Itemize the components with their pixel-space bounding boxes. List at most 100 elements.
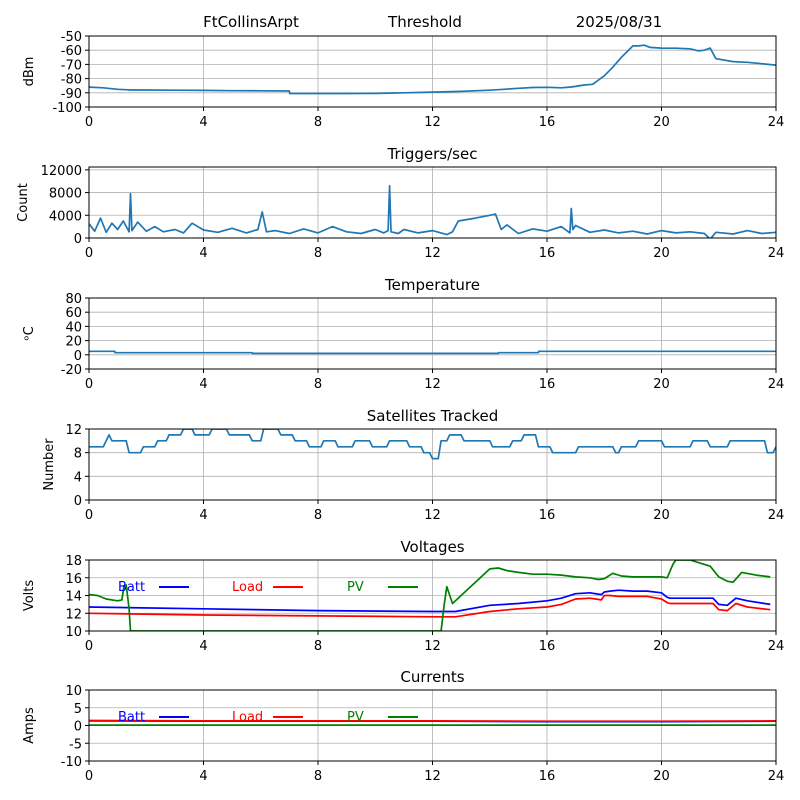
x-tick-label: 8 (314, 115, 322, 130)
x-tick-label: 12 (424, 377, 441, 392)
y-tick-label: 4000 (49, 209, 82, 224)
chart-title: Currents (400, 668, 464, 686)
y-tick-label: 18 (65, 554, 82, 569)
x-tick-label: 4 (199, 639, 207, 654)
y-tick-label: 0 (74, 349, 82, 364)
chart-title: Voltages (400, 538, 464, 556)
x-tick-label: 20 (653, 769, 670, 784)
y-tick-label: -10 (61, 755, 82, 770)
y-axis-label: Volts (22, 580, 37, 612)
x-tick-label: 8 (314, 508, 322, 523)
y-tick-label: 12 (65, 423, 82, 438)
series-group (89, 429, 776, 460)
x-tick-label: 12 (424, 769, 441, 784)
x-tick-label: 0 (85, 639, 93, 654)
chart-panel-4: 0 4 8 12 16 20 24 10 12 14 16 18 Voltages Volts Batt Lo… (22, 538, 784, 654)
y-tick-label: 5 (74, 702, 82, 717)
x-tick-label: 12 (424, 639, 441, 654)
chart-title: Temperature (384, 276, 480, 294)
series-line-0 (89, 44, 776, 95)
series-group (89, 350, 776, 355)
legend-label-load: Load (232, 710, 263, 725)
series-line-pv (89, 560, 771, 631)
x-tick-label: 12 (424, 115, 441, 130)
y-tick-label: 8 (74, 447, 82, 462)
legend-label-batt: Batt (118, 580, 145, 595)
x-tick-label: 24 (768, 115, 785, 130)
x-tick-label: 20 (653, 639, 670, 654)
y-tick-label: -60 (61, 44, 82, 59)
y-tick-label: 4 (74, 470, 82, 485)
y-tick-label: 0 (74, 494, 82, 509)
x-tick-label: 20 (653, 246, 670, 261)
x-tick-label: 16 (539, 769, 556, 784)
x-tick-label: 20 (653, 377, 670, 392)
legend-label-batt: Batt (118, 710, 145, 725)
x-tick-label: 4 (199, 377, 207, 392)
x-tick-label: 20 (653, 115, 670, 130)
x-tick-label: 0 (85, 508, 93, 523)
y-tick-label: 0 (74, 232, 82, 247)
x-tick-label: 24 (768, 508, 785, 523)
legend-label-load: Load (232, 580, 263, 595)
y-axis-label: Count (16, 183, 31, 222)
chart-title: Triggers/sec (387, 145, 478, 163)
y-axis-label: dBm (22, 57, 37, 87)
y-tick-label: 14 (65, 590, 82, 605)
y-tick-label: 10 (65, 684, 82, 699)
y-tick-label: 12 (65, 607, 82, 622)
x-tick-label: 20 (653, 508, 670, 523)
y-axis-label: Number (42, 438, 57, 491)
y-tick-label: -5 (69, 737, 82, 752)
x-tick-label: 4 (199, 115, 207, 130)
series-line-0 (89, 184, 776, 238)
y-axis-label: Amps (22, 707, 37, 744)
y-tick-label: 20 (65, 335, 82, 350)
series-group (89, 560, 771, 631)
chart-panel-3: 0 4 8 12 16 20 24 0 4 8 12 Satellites Tracked Number (42, 407, 784, 523)
y-tick-label: -100 (52, 101, 82, 116)
series-line-load (89, 594, 771, 618)
series-line-load (89, 719, 776, 723)
x-tick-label: 24 (768, 639, 785, 654)
x-tick-label: 4 (199, 508, 207, 523)
series-line-0 (89, 429, 776, 460)
x-tick-label: 16 (539, 115, 556, 130)
y-tick-label: -50 (61, 30, 82, 45)
x-tick-label: 12 (424, 246, 441, 261)
x-tick-label: 16 (539, 246, 556, 261)
y-tick-label: -20 (61, 363, 82, 378)
x-tick-label: 24 (768, 377, 785, 392)
x-tick-label: 12 (424, 508, 441, 523)
x-tick-label: 16 (539, 508, 556, 523)
y-tick-label: -70 (61, 58, 82, 73)
legend-label-pv: PV (347, 580, 364, 595)
x-tick-label: 0 (85, 377, 93, 392)
y-tick-label: -90 (61, 87, 82, 102)
x-tick-label: 24 (768, 246, 785, 261)
series-group (89, 184, 776, 238)
x-tick-label: 8 (314, 246, 322, 261)
chart-title: Satellites Tracked (367, 407, 498, 425)
x-tick-label: 0 (85, 769, 93, 784)
y-tick-label: -80 (61, 73, 82, 88)
header-title: Threshold (387, 13, 462, 31)
x-tick-label: 8 (314, 769, 322, 784)
x-tick-label: 16 (539, 639, 556, 654)
series-line-batt (89, 589, 771, 613)
y-tick-label: 80 (65, 292, 82, 307)
y-axis-label: ᵒC (22, 326, 37, 340)
series-line-0 (89, 350, 776, 355)
y-tick-label: 12000 (41, 164, 82, 179)
header-station: FtCollinsArpt (203, 13, 299, 31)
y-tick-label: 10 (65, 625, 82, 640)
series-group (89, 719, 776, 726)
x-tick-label: 24 (768, 769, 785, 784)
y-tick-label: 40 (65, 320, 82, 335)
y-tick-label: 0 (74, 720, 82, 735)
x-tick-label: 8 (314, 377, 322, 392)
